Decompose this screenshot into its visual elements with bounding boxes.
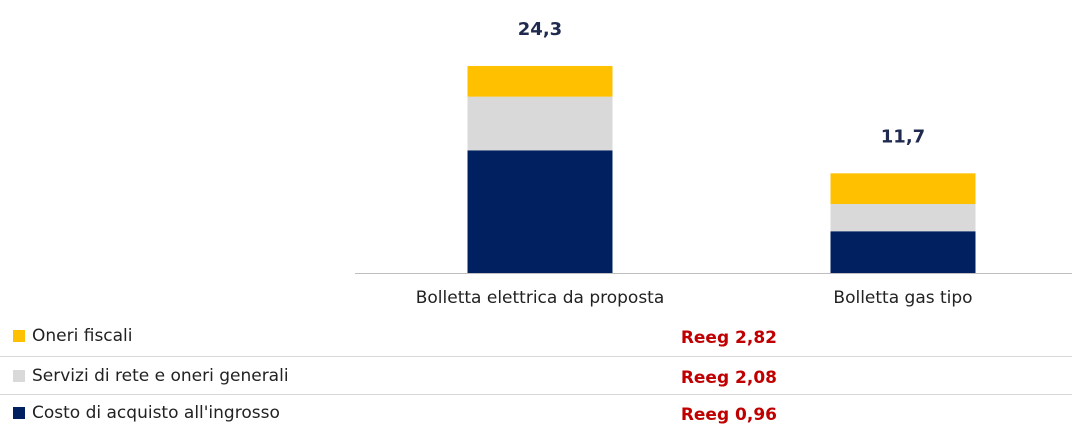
bar-segment <box>830 231 976 273</box>
legend-label: Costo di acquisto all'ingrosso <box>32 403 280 423</box>
legend-swatch <box>13 407 25 419</box>
legend-swatch <box>13 330 25 342</box>
bar-segment <box>467 96 613 151</box>
x-tick-label: Bolletta gas tipo <box>833 288 972 308</box>
annotation: Reeg 2,08 <box>681 368 777 388</box>
x-tick-label: Bolletta elettrica da proposta <box>416 288 665 308</box>
bar-segment <box>467 65 613 97</box>
total-label: 24,3 <box>518 19 562 40</box>
annotation: Reeg 2,82 <box>681 328 777 348</box>
total-label: 11,7 <box>881 126 925 147</box>
bar-segment <box>830 203 976 232</box>
annotation: Reeg 0,96 <box>681 405 777 425</box>
bar-segment <box>467 150 613 273</box>
legend-label: Servizi di rete e oneri generali <box>32 366 289 386</box>
legend-swatch <box>13 370 25 382</box>
legend-label: Oneri fiscali <box>32 326 133 346</box>
bar-segment <box>830 173 976 204</box>
